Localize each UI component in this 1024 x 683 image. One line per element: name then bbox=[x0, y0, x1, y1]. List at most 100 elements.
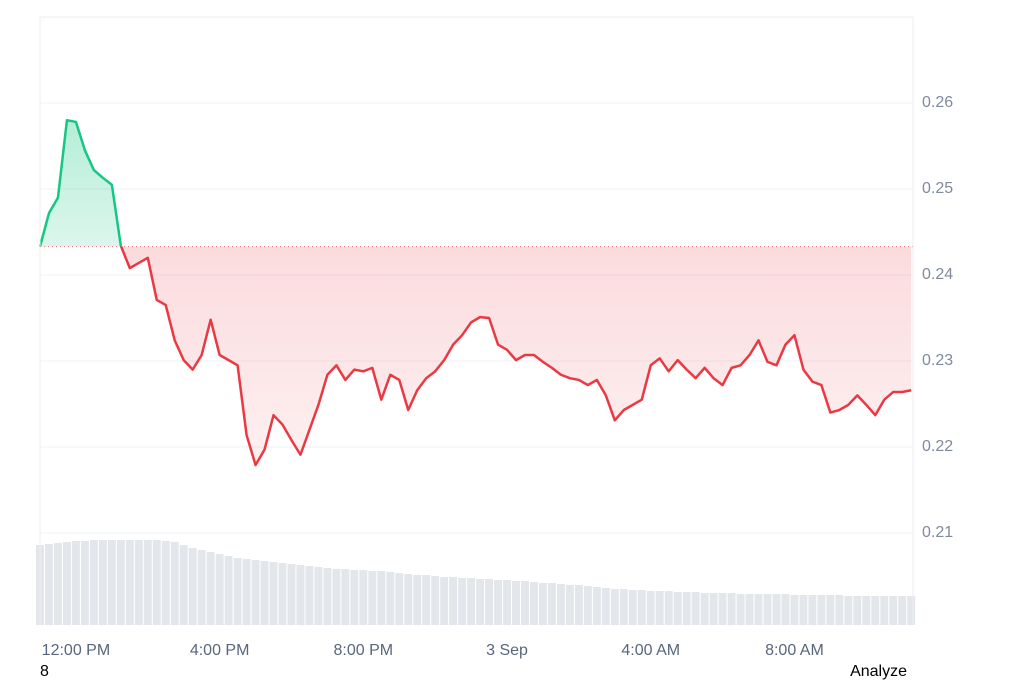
volume-bar bbox=[547, 583, 556, 625]
volume-bar bbox=[116, 540, 125, 625]
volume-bar bbox=[530, 582, 538, 625]
volume-bar bbox=[54, 543, 62, 625]
y-tick-label: 0.23 bbox=[922, 352, 953, 369]
volume-bar bbox=[377, 571, 386, 625]
volume-bar bbox=[134, 540, 143, 625]
volume-bar bbox=[565, 585, 574, 625]
y-tick-label: 0.26 bbox=[922, 94, 953, 111]
volume-bar bbox=[907, 596, 916, 625]
y-tick-label: 0.22 bbox=[922, 438, 953, 455]
volume-bar bbox=[422, 575, 431, 625]
volume-bar bbox=[494, 580, 503, 625]
volume-bar bbox=[314, 567, 323, 625]
volume-bar bbox=[206, 552, 215, 625]
volume-bar bbox=[179, 545, 188, 625]
volume-bar bbox=[161, 541, 170, 625]
volume-bar bbox=[107, 540, 116, 625]
volume-bar bbox=[260, 561, 269, 625]
volume-bar bbox=[98, 540, 107, 625]
volume-bar bbox=[556, 584, 565, 625]
volume-bar bbox=[799, 595, 808, 625]
volume-bar bbox=[763, 594, 772, 625]
volume-bar bbox=[898, 596, 907, 625]
volume-bar bbox=[736, 594, 745, 625]
volume-bar bbox=[754, 594, 763, 625]
volume-bar bbox=[143, 540, 152, 625]
volume-bar bbox=[368, 571, 377, 625]
volume-bar bbox=[224, 556, 233, 625]
volume-bar bbox=[718, 593, 727, 625]
x-tick-label: 4:00 AM bbox=[621, 642, 680, 659]
volume-bar bbox=[880, 596, 889, 625]
x-tick-label: 12:00 PM bbox=[42, 642, 110, 659]
analyze-button[interactable]: Analyze bbox=[850, 663, 907, 680]
volume-bar bbox=[395, 573, 404, 625]
y-tick-label: 0.25 bbox=[922, 180, 953, 197]
volume-bar bbox=[45, 544, 53, 625]
volume-bar bbox=[89, 540, 98, 625]
footer-left: 8 bbox=[40, 663, 49, 680]
volume-bar bbox=[62, 542, 71, 625]
volume-bar bbox=[655, 591, 664, 625]
volume-bar bbox=[889, 596, 898, 625]
volume-bar bbox=[817, 595, 826, 625]
volume-bar bbox=[862, 596, 871, 625]
volume-bar bbox=[188, 548, 197, 625]
volume-bar bbox=[386, 572, 395, 625]
volume-bar bbox=[233, 558, 242, 625]
volume-bar bbox=[601, 588, 610, 625]
volume-bar bbox=[574, 585, 583, 625]
volume-bar bbox=[305, 566, 314, 625]
y-tick-label: 0.24 bbox=[922, 266, 953, 283]
volume-bar bbox=[296, 565, 305, 625]
volume-bar bbox=[71, 541, 80, 625]
x-tick-label: 8:00 PM bbox=[334, 642, 394, 659]
volume-bar bbox=[359, 570, 368, 625]
volume-bar bbox=[853, 596, 862, 625]
volume-bar bbox=[323, 568, 332, 625]
volume-bar bbox=[745, 594, 754, 625]
volume-bar bbox=[826, 595, 835, 625]
x-tick-label: 8:00 AM bbox=[765, 642, 824, 659]
volume-bar bbox=[521, 581, 529, 625]
volume-bar bbox=[467, 578, 476, 625]
volume-bar bbox=[871, 596, 880, 625]
volume-bar bbox=[844, 596, 853, 625]
volume-bar bbox=[637, 590, 646, 625]
volume-bar bbox=[709, 593, 718, 625]
volume-bar bbox=[80, 541, 89, 625]
volume-bar bbox=[700, 593, 709, 625]
volume-bar bbox=[610, 589, 619, 625]
volume-bar bbox=[727, 593, 736, 625]
price-line bbox=[38, 118, 912, 467]
volume-bar bbox=[808, 595, 817, 625]
volume-bar bbox=[790, 595, 799, 625]
volume-bar bbox=[278, 563, 287, 625]
x-tick-label: 3 Sep bbox=[486, 642, 528, 659]
volume-bar bbox=[413, 575, 422, 625]
volume-bar bbox=[332, 569, 341, 625]
volume-bar bbox=[583, 586, 592, 625]
y-tick-label: 0.21 bbox=[922, 524, 953, 541]
volume-bar bbox=[404, 574, 413, 625]
volume-bar bbox=[215, 554, 224, 625]
volume-bar bbox=[503, 580, 511, 625]
volume-bar bbox=[628, 590, 637, 625]
volume-bar bbox=[772, 594, 781, 625]
volume-bar bbox=[592, 587, 601, 625]
volume-bar bbox=[476, 579, 485, 625]
volume-bar bbox=[350, 570, 359, 625]
volume-bar bbox=[682, 592, 691, 625]
volume-bar bbox=[512, 581, 520, 625]
volume-bar bbox=[691, 592, 700, 625]
volume-bar bbox=[170, 542, 179, 625]
volume-bar bbox=[539, 583, 547, 625]
volume-bar bbox=[440, 577, 449, 625]
price-area bbox=[40, 120, 912, 466]
volume-bar bbox=[781, 594, 790, 625]
volume-bar bbox=[449, 577, 458, 625]
volume-bar bbox=[125, 540, 134, 625]
volume-bar bbox=[287, 564, 296, 625]
volume-bar bbox=[458, 578, 467, 625]
